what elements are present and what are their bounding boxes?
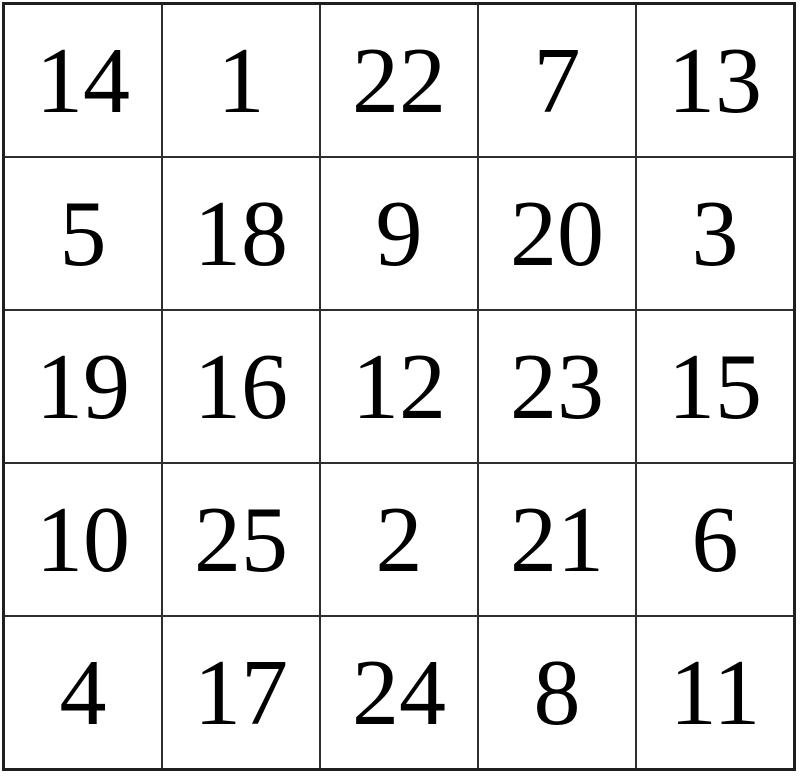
grid-cell[interactable]: 21 bbox=[477, 462, 637, 617]
number-grid-body: 14 1 22 7 13 5 18 9 20 3 19 16 12 23 15 10 25 2 21 6 4 17 24 8 1… bbox=[2, 2, 796, 771]
grid-cell[interactable]: 23 bbox=[477, 309, 637, 464]
grid-row: 14 1 22 7 13 bbox=[2, 2, 796, 158]
grid-cell[interactable]: 15 bbox=[635, 309, 796, 464]
number-grid-container: 14 1 22 7 13 5 18 9 20 3 19 16 12 23 15 10 25 2 21 6 4 17 24 8 1… bbox=[2, 2, 796, 771]
grid-cell[interactable]: 22 bbox=[319, 2, 479, 158]
grid-cell[interactable]: 8 bbox=[477, 615, 637, 771]
grid-cell[interactable]: 9 bbox=[319, 156, 479, 311]
grid-cell[interactable]: 6 bbox=[635, 462, 796, 617]
grid-cell[interactable]: 19 bbox=[2, 309, 163, 464]
grid-cell[interactable]: 5 bbox=[2, 156, 163, 311]
grid-row: 19 16 12 23 15 bbox=[2, 309, 796, 464]
grid-cell[interactable]: 13 bbox=[635, 2, 796, 158]
grid-row: 4 17 24 8 11 bbox=[2, 615, 796, 771]
grid-row: 5 18 9 20 3 bbox=[2, 156, 796, 311]
grid-cell[interactable]: 16 bbox=[161, 309, 321, 464]
grid-cell[interactable]: 1 bbox=[161, 2, 321, 158]
grid-cell[interactable]: 12 bbox=[319, 309, 479, 464]
grid-cell[interactable]: 20 bbox=[477, 156, 637, 311]
grid-cell[interactable]: 10 bbox=[2, 462, 163, 617]
grid-cell[interactable]: 7 bbox=[477, 2, 637, 158]
grid-cell[interactable]: 17 bbox=[161, 615, 321, 771]
grid-cell[interactable]: 18 bbox=[161, 156, 321, 311]
grid-cell[interactable]: 14 bbox=[2, 2, 163, 158]
grid-cell[interactable]: 2 bbox=[319, 462, 479, 617]
grid-cell[interactable]: 11 bbox=[635, 615, 796, 771]
grid-cell[interactable]: 3 bbox=[635, 156, 796, 311]
grid-row: 10 25 2 21 6 bbox=[2, 462, 796, 617]
grid-cell[interactable]: 24 bbox=[319, 615, 479, 771]
grid-cell[interactable]: 4 bbox=[2, 615, 163, 771]
grid-cell[interactable]: 25 bbox=[161, 462, 321, 617]
number-grid: 14 1 22 7 13 5 18 9 20 3 19 16 12 23 15 10 25 2 21 6 4 17 24 8 1… bbox=[2, 2, 796, 771]
